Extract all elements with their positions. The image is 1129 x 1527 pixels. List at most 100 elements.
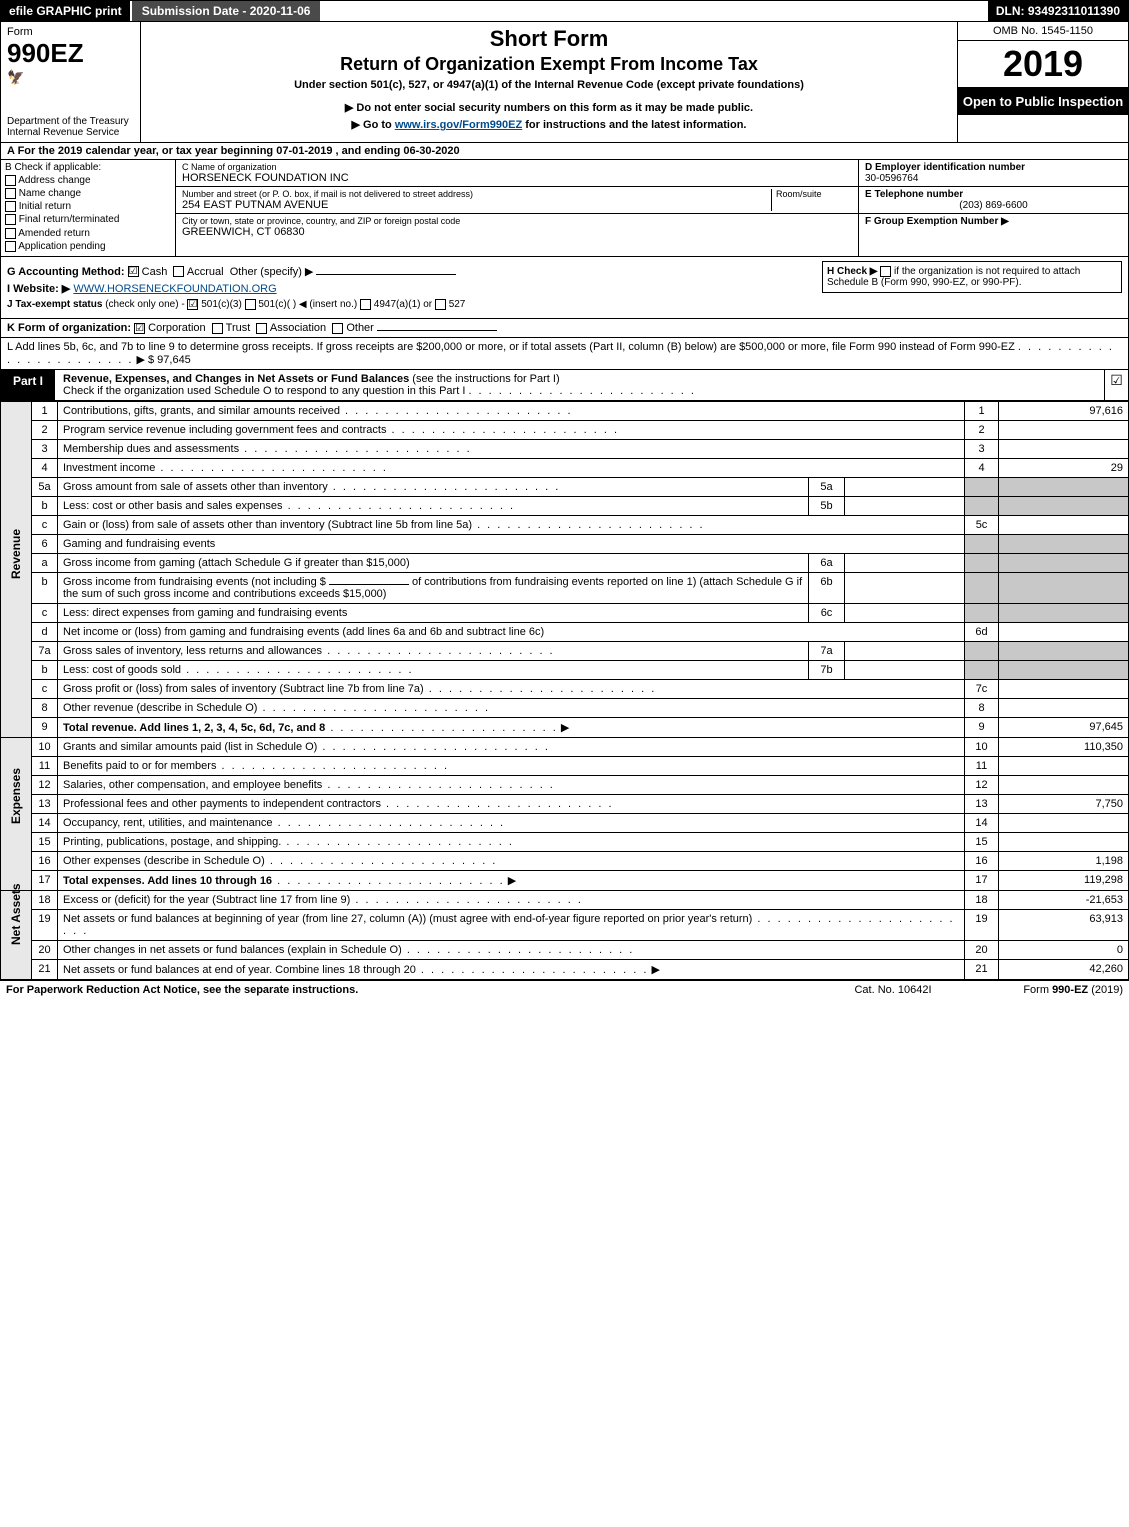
phone-value: (203) 869-6600 (865, 200, 1122, 211)
table-row: b Less: cost or other basis and sales ex… (1, 496, 1129, 515)
chk-cash[interactable]: ☑ (128, 266, 139, 277)
omb-number: OMB No. 1545-1150 (958, 22, 1128, 41)
org-name-value: HORSENECK FOUNDATION INC (182, 172, 852, 184)
street-value: 254 EAST PUTNAM AVENUE (182, 199, 767, 211)
form-number: 990EZ (7, 38, 134, 69)
form-header: Form 990EZ 🦅 Department of the Treasury … (0, 22, 1129, 143)
submission-date-button[interactable]: Submission Date - 2020-11-06 (130, 1, 321, 21)
title-short-form: Short Form (147, 26, 951, 52)
website-link[interactable]: WWW.HORSENECKFOUNDATION.ORG (73, 283, 276, 295)
irs-link[interactable]: www.irs.gov/Form990EZ (395, 119, 522, 131)
chk-h[interactable] (880, 266, 891, 277)
city-value: GREENWICH, CT 06830 (182, 226, 852, 238)
ssn-warning: ▶ Do not enter social security numbers o… (147, 101, 951, 114)
part1-title-box: Revenue, Expenses, and Changes in Net As… (55, 370, 1104, 400)
part1-header: Part I Revenue, Expenses, and Changes in… (0, 370, 1129, 401)
financial-table: Revenue 1 Contributions, gifts, grants, … (0, 401, 1129, 980)
chk-501c[interactable] (245, 299, 256, 310)
line-j: J Tax-exempt status (check only one) - ☑… (7, 299, 1122, 310)
room-label: Room/suite (776, 189, 852, 199)
chk-other-org[interactable] (332, 323, 343, 334)
table-row: a Gross income from gaming (attach Sched… (1, 553, 1129, 572)
table-row: 3 Membership dues and assessments 3 (1, 439, 1129, 458)
l-amount: $ 97,645 (148, 354, 191, 366)
title-exempt: Return of Organization Exempt From Incom… (147, 54, 951, 75)
phone-row: E Telephone number (203) 869-6600 (859, 187, 1128, 214)
street-label: Number and street (or P. O. box, if mail… (182, 189, 767, 199)
table-row: 6 Gaming and fundraising events (1, 534, 1129, 553)
table-row: 19 Net assets or fund balances at beginn… (1, 909, 1129, 940)
table-row: b Gross income from fundraising events (… (1, 572, 1129, 603)
chk-association[interactable] (256, 323, 267, 334)
part1-tag: Part I (1, 370, 55, 400)
chk-initial-return[interactable]: Initial return (5, 201, 171, 212)
g-other-input[interactable] (316, 274, 456, 275)
table-row: 7a Gross sales of inventory, less return… (1, 641, 1129, 660)
tax-year: 2019 (958, 41, 1128, 88)
row-a-begin: 07-01-2019 (276, 145, 332, 157)
table-row: b Less: cost of goods sold 7b (1, 660, 1129, 679)
table-row: 20 Other changes in net assets or fund b… (1, 940, 1129, 959)
contrib-input[interactable] (329, 584, 409, 585)
table-row: d Net income or (loss) from gaming and f… (1, 622, 1129, 641)
chk-accrual[interactable] (173, 266, 184, 277)
public-inspection: Open to Public Inspection (958, 88, 1128, 115)
table-row: 4 Investment income 4 29 (1, 458, 1129, 477)
j-note: (check only one) - (105, 299, 184, 310)
chk-corporation[interactable]: ☑ (134, 323, 145, 334)
irs-eagle-icon: 🦅 (7, 69, 134, 86)
section-ghij: G Accounting Method: ☑ Cash Accrual Othe… (0, 257, 1129, 319)
l-text: L Add lines 5b, 6c, and 7b to line 9 to … (7, 341, 1015, 353)
line-no: 1 (32, 401, 58, 420)
chk-501c3[interactable]: ☑ (187, 299, 198, 310)
table-row: 5a Gross amount from sale of assets othe… (1, 477, 1129, 496)
ein-label: D Employer identification number (865, 162, 1122, 173)
goto-prefix: ▶ Go to (352, 119, 395, 131)
row-k: K Form of organization: ☑ Corporation Tr… (0, 319, 1129, 338)
line-amount: 97,616 (999, 401, 1129, 420)
footer-left: For Paperwork Reduction Act Notice, see … (6, 984, 823, 996)
group-exemption-row: F Group Exemption Number ▶ (859, 214, 1128, 229)
footer-mid: Cat. No. 10642I (823, 984, 963, 996)
line-desc: Contributions, gifts, grants, and simila… (58, 401, 965, 420)
table-row: 21 Net assets or fund balances at end of… (1, 959, 1129, 979)
table-row: 8 Other revenue (describe in Schedule O)… (1, 698, 1129, 717)
section-bcdef: B Check if applicable: Address change Na… (0, 160, 1129, 257)
footer: For Paperwork Reduction Act Notice, see … (0, 980, 1129, 999)
footer-right: Form 990-EZ (2019) (963, 984, 1123, 996)
table-row: 15 Printing, publications, postage, and … (1, 832, 1129, 851)
row-l: L Add lines 5b, 6c, and 7b to line 9 to … (0, 338, 1129, 370)
dln-label: DLN: 93492311011390 (988, 1, 1128, 21)
part1-checkbox[interactable]: ☑ (1104, 370, 1128, 400)
efile-print-button[interactable]: efile GRAPHIC print (1, 1, 130, 21)
k-other-input[interactable] (377, 330, 497, 331)
table-row: 16 Other expenses (describe in Schedule … (1, 851, 1129, 870)
chk-amended-return[interactable]: Amended return (5, 228, 171, 239)
part1-sub: Check if the organization used Schedule … (63, 385, 465, 397)
table-row: 13 Professional fees and other payments … (1, 794, 1129, 813)
org-name-label: C Name of organization (182, 162, 852, 172)
year-box: OMB No. 1545-1150 2019 Open to Public In… (958, 22, 1128, 142)
table-row: 9 Total revenue. Add lines 1, 2, 3, 4, 5… (1, 717, 1129, 737)
chk-application-pending[interactable]: Application pending (5, 241, 171, 252)
chk-527[interactable] (435, 299, 446, 310)
chk-4947[interactable] (360, 299, 371, 310)
row-a-mid: , and ending (336, 145, 404, 157)
table-row: 12 Salaries, other compensation, and emp… (1, 775, 1129, 794)
phone-label: E Telephone number (865, 189, 1122, 200)
g-other-label: Other (specify) ▶ (230, 266, 314, 278)
org-street-row: Number and street (or P. O. box, if mail… (176, 187, 858, 214)
goto-suffix: for instructions and the latest informat… (522, 119, 746, 131)
part1-title: Revenue, Expenses, and Changes in Net As… (63, 373, 409, 385)
chk-trust[interactable] (212, 323, 223, 334)
part1-dots (468, 385, 696, 397)
chk-final-return[interactable]: Final return/terminated (5, 214, 171, 225)
h-prefix: H Check ▶ (827, 266, 880, 277)
col-b-title: B Check if applicable: (5, 162, 171, 173)
col-def: D Employer identification number 30-0596… (858, 160, 1128, 256)
table-row: 14 Occupancy, rent, utilities, and maint… (1, 813, 1129, 832)
chk-name-change[interactable]: Name change (5, 188, 171, 199)
city-label: City or town, state or province, country… (182, 216, 852, 226)
irs-label: Internal Revenue Service (7, 127, 134, 138)
chk-address-change[interactable]: Address change (5, 175, 171, 186)
